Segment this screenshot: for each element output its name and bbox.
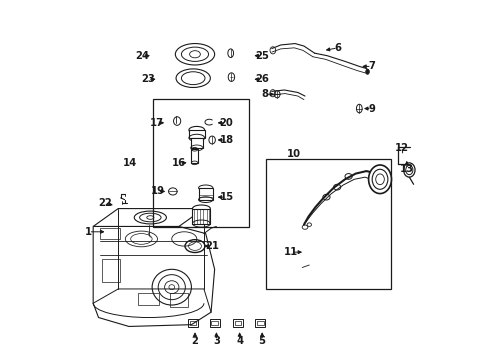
Bar	[188, 319, 198, 327]
Text: 25: 25	[255, 51, 269, 61]
Bar	[138, 293, 159, 305]
Text: 4: 4	[236, 336, 243, 346]
Bar	[198, 188, 213, 200]
Bar	[100, 228, 120, 239]
Text: 11: 11	[284, 247, 298, 257]
Ellipse shape	[368, 165, 392, 194]
Bar	[192, 149, 198, 163]
Bar	[191, 138, 203, 148]
Text: 16: 16	[172, 158, 186, 168]
Text: 2: 2	[192, 336, 198, 346]
Text: 7: 7	[368, 62, 375, 71]
Text: 19: 19	[150, 186, 165, 197]
Text: 9: 9	[368, 104, 375, 113]
Bar	[233, 319, 243, 327]
Text: 21: 21	[205, 241, 219, 251]
Ellipse shape	[189, 126, 205, 134]
Bar	[266, 158, 392, 289]
Text: 14: 14	[123, 158, 137, 168]
Text: 13: 13	[400, 164, 414, 174]
Bar	[190, 321, 196, 325]
Text: 5: 5	[259, 336, 266, 346]
Bar	[255, 319, 266, 327]
Bar	[235, 321, 241, 325]
Text: 18: 18	[220, 135, 234, 145]
Bar	[170, 293, 188, 307]
Bar	[102, 258, 120, 282]
Text: 6: 6	[334, 43, 342, 53]
Bar	[211, 321, 218, 325]
Ellipse shape	[366, 69, 369, 74]
Bar	[257, 321, 264, 325]
Text: 26: 26	[255, 74, 269, 84]
Text: 24: 24	[135, 51, 149, 61]
Text: 23: 23	[141, 74, 155, 84]
Ellipse shape	[193, 205, 210, 212]
Bar	[189, 130, 205, 138]
Text: 12: 12	[395, 143, 409, 153]
Text: 17: 17	[149, 118, 163, 128]
Text: 10: 10	[287, 149, 301, 159]
Text: 8: 8	[261, 89, 268, 99]
Text: 20: 20	[220, 118, 233, 128]
Text: 22: 22	[98, 198, 112, 208]
Ellipse shape	[404, 163, 415, 177]
Text: 3: 3	[213, 336, 220, 346]
Text: 1: 1	[85, 227, 92, 237]
Text: 15: 15	[220, 192, 234, 202]
Ellipse shape	[198, 185, 213, 191]
Bar	[193, 208, 210, 224]
Bar	[210, 319, 220, 327]
Bar	[153, 99, 249, 227]
